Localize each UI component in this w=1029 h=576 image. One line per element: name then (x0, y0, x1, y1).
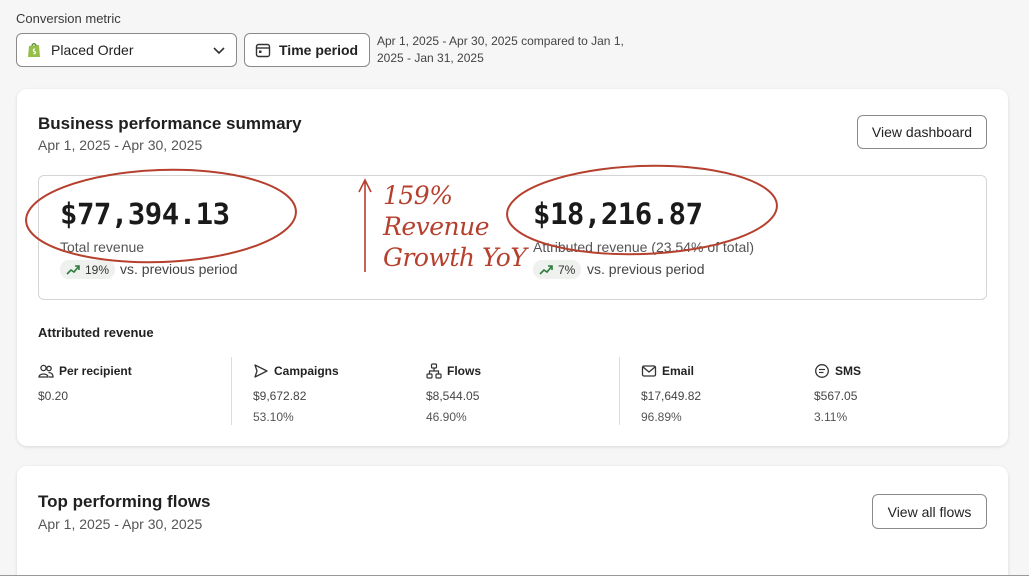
breakdown-percent: 53.10% (253, 410, 294, 424)
view-dashboard-button[interactable]: View dashboard (857, 115, 987, 149)
attributed-revenue-label: Attributed revenue (23.54% of total) (533, 239, 755, 255)
trend-up-icon (66, 264, 80, 275)
breakdown-percent: 96.89% (641, 410, 682, 424)
breakdown-flows: Flows $8,544.05 46.90% (426, 361, 481, 424)
shopify-icon (28, 43, 40, 57)
annotation-line: 159% (383, 181, 453, 210)
breakdown-divider (619, 357, 620, 425)
breakdown-label: SMS (835, 364, 862, 378)
view-all-flows-button[interactable]: View all flows (872, 494, 987, 529)
breakdown-label: Email (662, 364, 695, 378)
breakdown-value: $9,672.82 (253, 389, 307, 403)
breakdown-value: $17,649.82 (641, 389, 702, 403)
chat-icon (815, 364, 829, 378)
send-icon (254, 364, 268, 378)
business-performance-card: Business performance summary Apr 1, 2025… (17, 89, 1008, 446)
breakdown-title: Attributed revenue (38, 325, 154, 340)
flow-icon (426, 363, 442, 379)
breakdown-label: Flows (447, 364, 482, 378)
attributed-revenue-change: 7% (558, 262, 576, 277)
breakdown-value: $8,544.05 (426, 389, 480, 403)
flows-date-range: Apr 1, 2025 - Apr 30, 2025 (38, 516, 203, 532)
total-revenue-change: 19% (85, 262, 110, 277)
breakdown-percent: 3.11% (814, 410, 848, 424)
annotation-line: Revenue (383, 212, 490, 241)
top-flows-card: Top performing flows Apr 1, 2025 - Apr 3… (17, 466, 1008, 576)
attributed-revenue-change-badge: 7% (533, 260, 582, 279)
attributed-revenue-value: $18,216.87 (533, 197, 703, 231)
total-revenue-comparison: vs. previous period (120, 261, 238, 277)
people-icon (38, 364, 54, 378)
period-description: Apr 1, 2025 - Apr 30, 2025 compared to J… (377, 34, 624, 65)
conversion-metric-label: Conversion metric (16, 11, 121, 26)
mail-icon (641, 365, 657, 377)
conversion-metric-select[interactable]: Placed Order (16, 33, 237, 67)
time-period-label: Time period (279, 42, 359, 58)
breakdown-sms: SMS $567.05 3.11% (814, 361, 861, 424)
breakdown-label: Per recipient (59, 364, 132, 378)
attributed-revenue-comparison: vs. previous period (587, 261, 705, 277)
breakdown-value: $0.20 (38, 389, 69, 403)
breakdown-campaigns: Campaigns $9,672.82 53.10% (253, 361, 339, 424)
breakdown-label: Campaigns (274, 364, 339, 378)
time-period-button[interactable]: Time period (244, 33, 370, 67)
annotation-line: Growth YoY (383, 243, 527, 272)
calendar-icon (255, 43, 271, 58)
breakdown-email: Email $17,649.82 96.89% (641, 361, 701, 424)
breakdown-per-recipient: Per recipient $0.20 (38, 361, 132, 403)
summary-date-range: Apr 1, 2025 - Apr 30, 2025 (38, 137, 203, 153)
growth-annotation: 159% Revenue Growth YoY (383, 180, 527, 273)
breakdown-percent: 46.90% (426, 410, 467, 424)
trend-up-icon (539, 264, 553, 275)
total-revenue-label: Total revenue (60, 239, 145, 255)
summary-title: Business performance summary (38, 114, 302, 133)
total-revenue-value: $77,394.13 (60, 197, 230, 231)
flows-title: Top performing flows (38, 492, 211, 511)
breakdown-value: $567.05 (814, 389, 858, 403)
chevron-down-icon (213, 47, 225, 55)
total-revenue-change-badge: 19% (60, 260, 116, 279)
selected-metric: Placed Order (51, 42, 134, 58)
breakdown-divider (231, 357, 232, 425)
